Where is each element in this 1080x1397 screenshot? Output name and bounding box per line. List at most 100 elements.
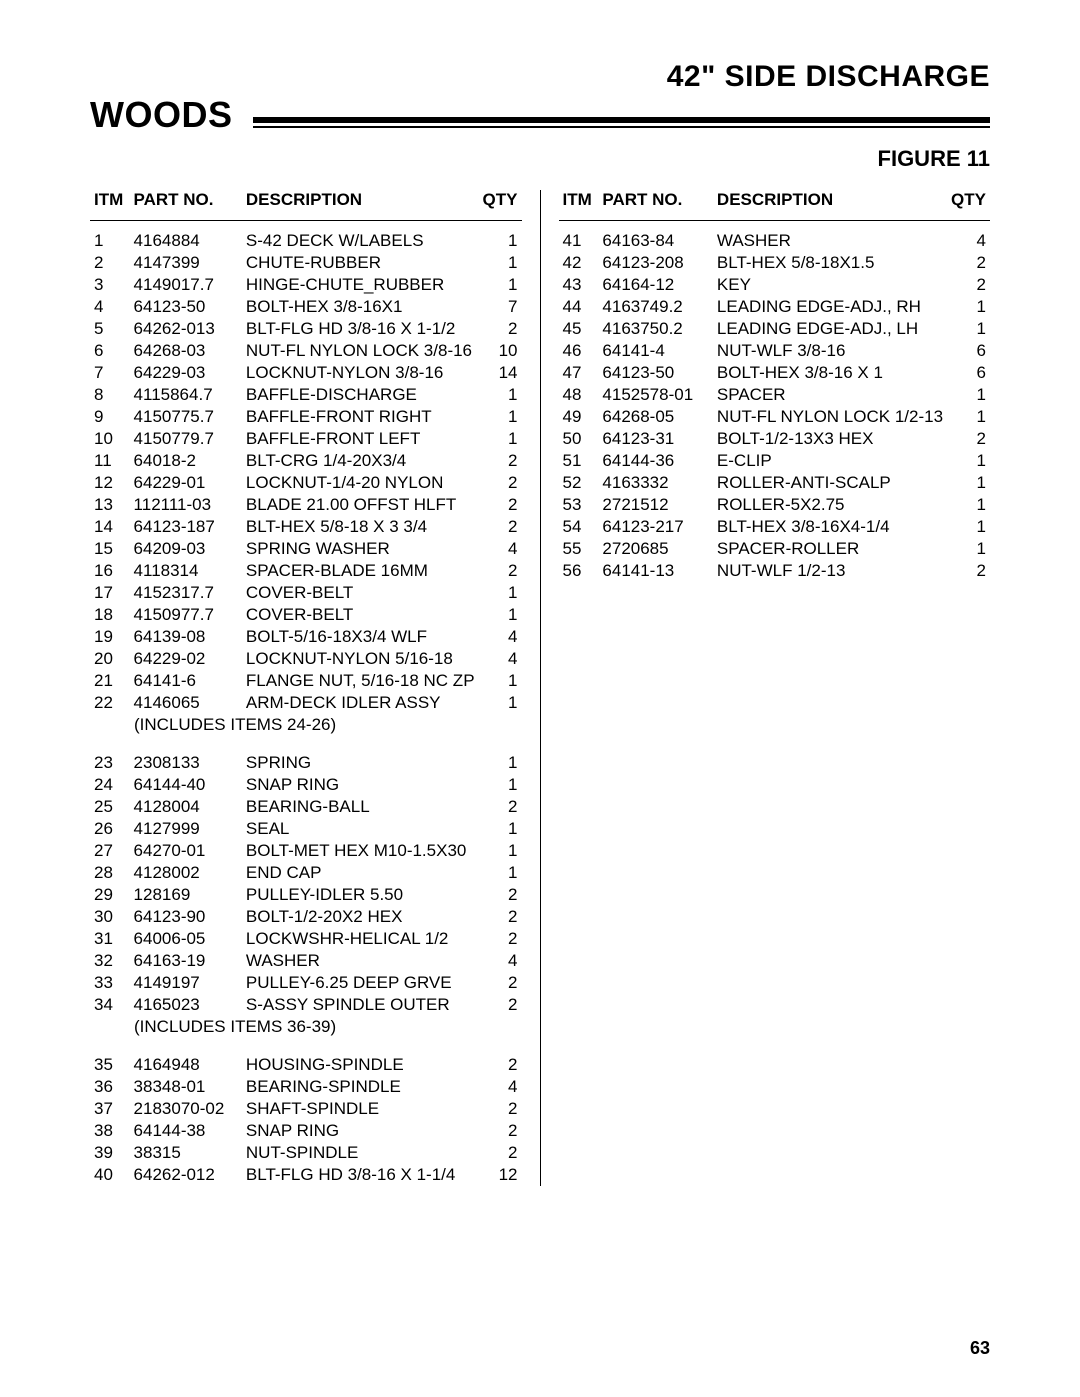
title-block: 42" SIDE DISCHARGE — [90, 60, 990, 94]
right-column: ITM PART NO. DESCRIPTION QTY 4164163-84W… — [541, 190, 991, 1186]
cell-qty: 1 — [947, 406, 990, 428]
cell-qty: 12 — [479, 1164, 522, 1186]
cell-qty: 1 — [479, 221, 522, 253]
cell-desc: S-42 DECK W/LABELS — [242, 221, 479, 253]
cell-part: 64018-2 — [130, 450, 242, 472]
cell-itm: 10 — [90, 428, 130, 450]
gap-row — [90, 1038, 522, 1054]
cell-itm: 44 — [559, 296, 599, 318]
cell-desc: ROLLER-ANTI-SCALP — [713, 472, 947, 494]
table-row: 24147399CHUTE-RUBBER1 — [90, 252, 522, 274]
cell-part: 64144-38 — [130, 1120, 242, 1142]
cell-itm: 30 — [90, 906, 130, 928]
cell-qty: 4 — [479, 538, 522, 560]
cell-desc: SNAP RING — [242, 1120, 479, 1142]
cell-desc: SHAFT-SPINDLE — [242, 1098, 479, 1120]
cell-desc: BOLT-HEX 3/8-16X1 — [242, 296, 479, 318]
cell-desc: BEARING-BALL — [242, 796, 479, 818]
cell-qty: 2 — [947, 428, 990, 450]
rule-thin — [253, 126, 991, 128]
cell-part: 64209-03 — [130, 538, 242, 560]
cell-desc: LOCKNUT-NYLON 5/16-18 — [242, 648, 479, 670]
cell-itm: 11 — [90, 450, 130, 472]
table-row: 4164163-84WASHER4 — [559, 221, 991, 253]
cell-part: 64006-05 — [130, 928, 242, 950]
cell-itm: 43 — [559, 274, 599, 296]
cell-itm: 14 — [90, 516, 130, 538]
table-row: 94150775.7BAFFLE-FRONT RIGHT1 — [90, 406, 522, 428]
table-row: 5064123-31BOLT-1/2-13X3 HEX2 — [559, 428, 991, 450]
cell-part: 4128002 — [130, 862, 242, 884]
cell-itm: 49 — [559, 406, 599, 428]
cell-part: 4118314 — [130, 560, 242, 582]
cell-itm: 31 — [90, 928, 130, 950]
table-row: 1164018-2BLT-CRG 1/4-20X3/42 — [90, 450, 522, 472]
cell-desc: NUT-FL NYLON LOCK 1/2-13 — [713, 406, 947, 428]
cell-desc: BLT-HEX 3/8-16X4-1/4 — [713, 516, 947, 538]
table-row: 2164141-6FLANGE NUT, 5/16-18 NC ZP1 — [90, 670, 522, 692]
cell-desc: LOCKNUT-1/4-20 NYLON — [242, 472, 479, 494]
cell-qty: 1 — [479, 670, 522, 692]
product-title: 42" SIDE DISCHARGE — [90, 60, 990, 94]
table-row: 2064229-02LOCKNUT-NYLON 5/16-184 — [90, 648, 522, 670]
cell-desc: SEAL — [242, 818, 479, 840]
cell-desc: WASHER — [713, 221, 947, 253]
table-row: 5464123-217BLT-HEX 3/8-16X4-1/41 — [559, 516, 991, 538]
page-number: 63 — [970, 1338, 990, 1359]
cell-itm: 29 — [90, 884, 130, 906]
col-desc: DESCRIPTION — [713, 190, 947, 221]
cell-itm: 39 — [90, 1142, 130, 1164]
cell-qty: 4 — [947, 221, 990, 253]
col-itm: ITM — [90, 190, 130, 221]
cell-desc: PULLEY-IDLER 5.50 — [242, 884, 479, 906]
cell-desc: SPACER-BLADE 16MM — [242, 560, 479, 582]
table-row: 3938315NUT-SPINDLE2 — [90, 1142, 522, 1164]
cell-itm: 55 — [559, 538, 599, 560]
parts-table-left: ITM PART NO. DESCRIPTION QTY 14164884S-4… — [90, 190, 522, 1186]
cell-qty: 1 — [947, 296, 990, 318]
cell-desc: BOLT-MET HEX M10-1.5X30 — [242, 840, 479, 862]
cell-itm: 50 — [559, 428, 599, 450]
cell-part: 4164884 — [130, 221, 242, 253]
cell-desc: S-ASSY SPINDLE OUTER — [242, 994, 479, 1016]
cell-desc: NUT-SPINDLE — [242, 1142, 479, 1164]
cell-qty: 2 — [947, 252, 990, 274]
cell-desc: LOCKNUT-NYLON 3/8-16 — [242, 362, 479, 384]
table-row: 664268-03NUT-FL NYLON LOCK 3/8-1610 — [90, 340, 522, 362]
cell-qty: 2 — [479, 472, 522, 494]
cell-desc: NUT-WLF 1/2-13 — [713, 560, 947, 582]
cell-part: 2720685 — [598, 538, 713, 560]
cell-desc: BOLT-1/2-20X2 HEX — [242, 906, 479, 928]
cell-itm: 19 — [90, 626, 130, 648]
cell-qty: 2 — [479, 318, 522, 340]
cell-itm: 7 — [90, 362, 130, 384]
table-row: 764229-03LOCKNUT-NYLON 3/8-1614 — [90, 362, 522, 384]
cell-qty: 7 — [479, 296, 522, 318]
cell-desc: SPACER — [713, 384, 947, 406]
cell-qty: 1 — [479, 604, 522, 626]
cell-part: 4115864.7 — [130, 384, 242, 406]
parts-table-right: ITM PART NO. DESCRIPTION QTY 4164163-84W… — [559, 190, 991, 582]
table-row: 264127999SEAL1 — [90, 818, 522, 840]
cell-itm: 28 — [90, 862, 130, 884]
cell-itm: 13 — [90, 494, 130, 516]
cell-part: 4163750.2 — [598, 318, 713, 340]
cell-qty: 1 — [947, 494, 990, 516]
cell-qty: 1 — [479, 752, 522, 774]
cell-qty: 1 — [479, 774, 522, 796]
table-row: 3864144-38SNAP RING2 — [90, 1120, 522, 1142]
table-row: 3264163-19WASHER4 — [90, 950, 522, 972]
table-row: 3638348-01BEARING-SPINDLE4 — [90, 1076, 522, 1098]
cell-part: 64163-84 — [598, 221, 713, 253]
cell-itm: 35 — [90, 1054, 130, 1076]
cell-itm: 47 — [559, 362, 599, 384]
table-row: 5664141-13NUT-WLF 1/2-132 — [559, 560, 991, 582]
cell-part: 4149017.7 — [130, 274, 242, 296]
cell-desc: BLT-CRG 1/4-20X3/4 — [242, 450, 479, 472]
cell-desc: LOCKWSHR-HELICAL 1/2 — [242, 928, 479, 950]
cell-qty: 4 — [479, 950, 522, 972]
cell-desc: BLT-FLG HD 3/8-16 X 1-1/2 — [242, 318, 479, 340]
cell-desc: BLT-FLG HD 3/8-16 X 1-1/4 — [242, 1164, 479, 1186]
cell-qty: 2 — [479, 796, 522, 818]
table-row: 4964268-05NUT-FL NYLON LOCK 1/2-131 — [559, 406, 991, 428]
